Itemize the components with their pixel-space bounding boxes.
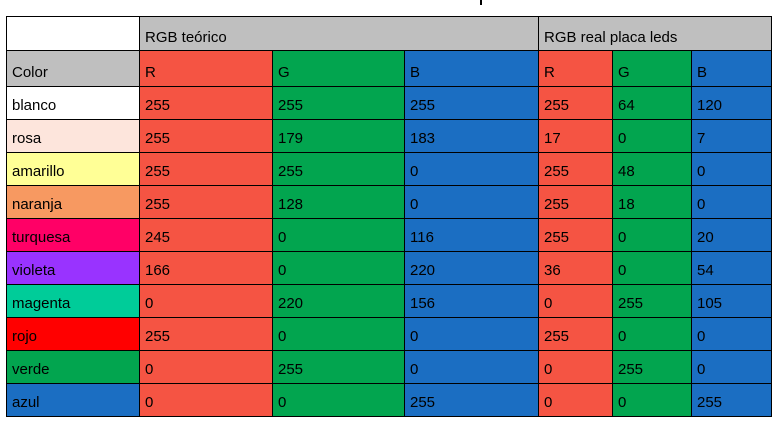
table-row: naranja 255 128 0 255 18 0 — [6, 185, 772, 219]
cropped-top-edge — [0, 0, 776, 6]
real-g-cell: 0 — [612, 317, 692, 351]
theoretical-r-cell: 0 — [139, 350, 273, 384]
real-r-cell: 36 — [538, 251, 613, 285]
real-b-cell: 120 — [691, 86, 772, 120]
header-theoretical-r: R — [139, 50, 273, 87]
real-b-cell: 54 — [691, 251, 772, 285]
theoretical-b-cell: 255 — [404, 86, 539, 120]
theoretical-g-cell: 128 — [272, 185, 405, 219]
table-row: violeta 166 0 220 36 0 54 — [6, 251, 772, 285]
color-name-cell: naranja — [6, 185, 140, 219]
header-color: Color — [6, 50, 140, 87]
theoretical-b-cell: 0 — [404, 185, 539, 219]
theoretical-b-cell: 116 — [404, 218, 539, 252]
rgb-color-table: RGB teórico RGB real placa leds Color R … — [6, 16, 772, 417]
real-b-cell: 20 — [691, 218, 772, 252]
color-name-cell: rosa — [6, 119, 140, 153]
theoretical-b-cell: 220 — [404, 251, 539, 285]
theoretical-g-cell: 0 — [272, 383, 405, 417]
color-name-cell: violeta — [6, 251, 140, 285]
theoretical-g-cell: 0 — [272, 317, 405, 351]
real-g-cell: 64 — [612, 86, 692, 120]
real-g-cell: 0 — [612, 218, 692, 252]
real-g-cell: 0 — [612, 383, 692, 417]
color-name-cell: blanco — [6, 86, 140, 120]
theoretical-b-cell: 183 — [404, 119, 539, 153]
header-rgb-real: RGB real placa leds — [538, 16, 772, 51]
theoretical-g-cell: 0 — [272, 218, 405, 252]
real-g-cell: 255 — [612, 350, 692, 384]
table-row: rojo 255 0 0 255 0 0 — [6, 317, 772, 351]
header-real-b: B — [691, 50, 772, 87]
color-name-cell: amarillo — [6, 152, 140, 186]
color-name-cell: verde — [6, 350, 140, 384]
table-row: turquesa 245 0 116 255 0 20 — [6, 218, 772, 252]
real-r-cell: 255 — [538, 152, 613, 186]
real-g-cell: 18 — [612, 185, 692, 219]
theoretical-g-cell: 255 — [272, 350, 405, 384]
color-name-cell: magenta — [6, 284, 140, 318]
real-r-cell: 255 — [538, 218, 613, 252]
header-theoretical-b: B — [404, 50, 539, 87]
table-row: blanco 255 255 255 255 64 120 — [6, 86, 772, 120]
real-b-cell: 0 — [691, 317, 772, 351]
table-row: rosa 255 179 183 17 0 7 — [6, 119, 772, 153]
real-g-cell: 0 — [612, 251, 692, 285]
real-r-cell: 17 — [538, 119, 613, 153]
table-row: azul 0 0 255 0 0 255 — [6, 383, 772, 417]
header-row-channels: Color R G B R G B — [6, 50, 772, 87]
real-r-cell: 255 — [538, 185, 613, 219]
header-row-groups: RGB teórico RGB real placa leds — [6, 16, 772, 51]
theoretical-b-cell: 156 — [404, 284, 539, 318]
theoretical-g-cell: 220 — [272, 284, 405, 318]
theoretical-r-cell: 0 — [139, 383, 273, 417]
real-b-cell: 255 — [691, 383, 772, 417]
table-row: magenta 0 220 156 0 255 105 — [6, 284, 772, 318]
real-b-cell: 0 — [691, 152, 772, 186]
theoretical-b-cell: 0 — [404, 317, 539, 351]
theoretical-r-cell: 245 — [139, 218, 273, 252]
real-b-cell: 105 — [691, 284, 772, 318]
header-real-r: R — [538, 50, 613, 87]
theoretical-r-cell: 255 — [139, 317, 273, 351]
theoretical-g-cell: 255 — [272, 86, 405, 120]
theoretical-r-cell: 255 — [139, 119, 273, 153]
theoretical-b-cell: 0 — [404, 350, 539, 384]
theoretical-r-cell: 166 — [139, 251, 273, 285]
real-r-cell: 0 — [538, 350, 613, 384]
real-g-cell: 255 — [612, 284, 692, 318]
theoretical-r-cell: 255 — [139, 185, 273, 219]
real-g-cell: 0 — [612, 119, 692, 153]
real-g-cell: 48 — [612, 152, 692, 186]
color-name-cell: rojo — [6, 317, 140, 351]
color-name-cell: azul — [6, 383, 140, 417]
color-name-cell: turquesa — [6, 218, 140, 252]
theoretical-g-cell: 255 — [272, 152, 405, 186]
real-r-cell: 255 — [538, 317, 613, 351]
header-real-g: G — [612, 50, 692, 87]
table-row: amarillo 255 255 0 255 48 0 — [6, 152, 772, 186]
theoretical-r-cell: 255 — [139, 152, 273, 186]
theoretical-g-cell: 179 — [272, 119, 405, 153]
real-r-cell: 0 — [538, 284, 613, 318]
cropped-text-fragment — [480, 0, 482, 5]
header-empty-cell — [6, 16, 140, 51]
theoretical-b-cell: 0 — [404, 152, 539, 186]
theoretical-b-cell: 255 — [404, 383, 539, 417]
header-rgb-theoretical: RGB teórico — [139, 16, 539, 51]
theoretical-r-cell: 255 — [139, 86, 273, 120]
theoretical-r-cell: 0 — [139, 284, 273, 318]
real-b-cell: 0 — [691, 350, 772, 384]
real-r-cell: 0 — [538, 383, 613, 417]
theoretical-g-cell: 0 — [272, 251, 405, 285]
real-b-cell: 7 — [691, 119, 772, 153]
real-r-cell: 255 — [538, 86, 613, 120]
header-theoretical-g: G — [272, 50, 405, 87]
real-b-cell: 0 — [691, 185, 772, 219]
table-row: verde 0 255 0 0 255 0 — [6, 350, 772, 384]
